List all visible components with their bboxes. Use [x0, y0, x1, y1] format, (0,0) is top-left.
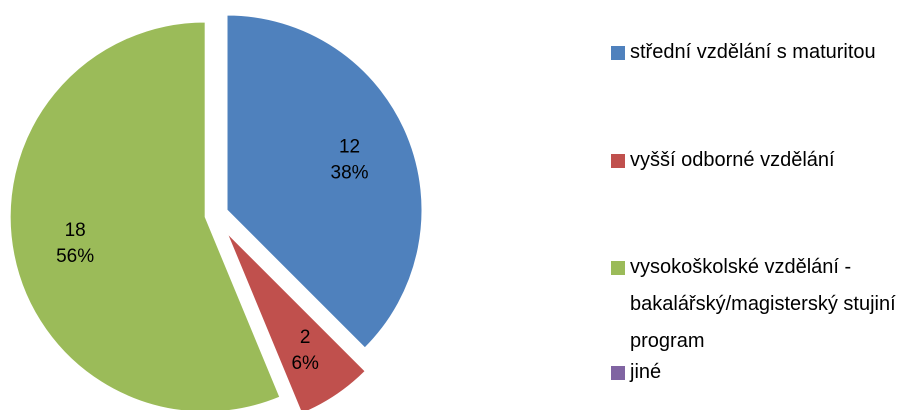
legend-label: střední vzdělání s maturitou: [630, 41, 876, 63]
data-label-percent: 38%: [331, 162, 369, 183]
legend-entry: střední vzdělání s maturitou: [611, 34, 920, 71]
data-label-value: 12: [339, 136, 360, 157]
data-label-percent: 6%: [291, 353, 319, 374]
pie-slice: [226, 14, 423, 349]
data-label-value: 2: [300, 327, 311, 348]
legend-label: vyšší odborné vzdělání: [630, 149, 835, 171]
data-label-value: 18: [65, 220, 86, 241]
legend-swatch: [611, 154, 625, 168]
data-label-percent: 56%: [56, 246, 94, 267]
legend-label: vysokoškolské vzdělání - bakalářský/magi…: [630, 256, 896, 352]
legend-swatch: [611, 366, 625, 380]
legend-swatch: [611, 261, 625, 275]
pie-slice: [9, 21, 281, 410]
legend-entry: jiné: [611, 354, 920, 391]
pie-slice: [226, 232, 366, 410]
legend-swatch: [611, 46, 625, 60]
legend-entry: vyšší odborné vzdělání: [611, 142, 920, 179]
legend-label: jiné: [630, 361, 662, 383]
legend-entry: vysokoškolské vzdělání - bakalářský/magi…: [611, 249, 920, 360]
